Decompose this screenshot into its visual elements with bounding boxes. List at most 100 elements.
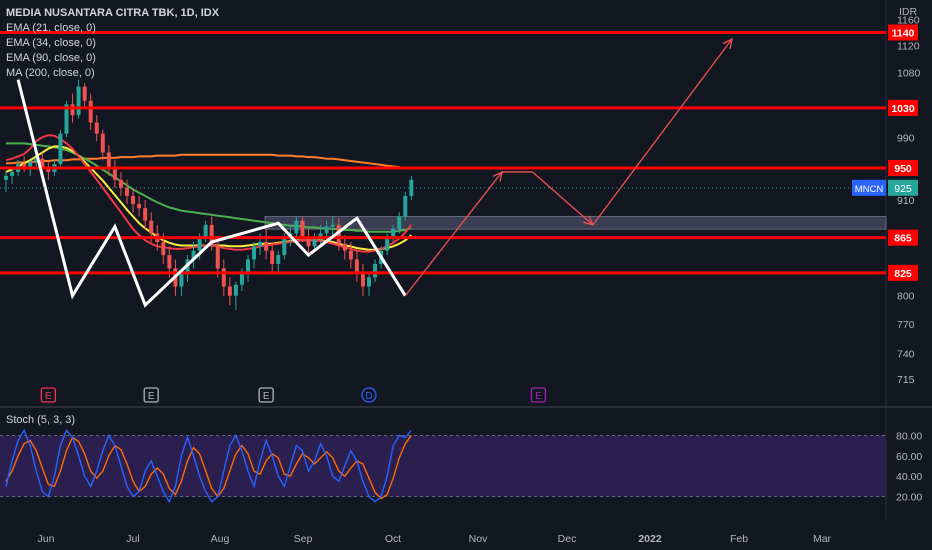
candle-body xyxy=(209,224,214,247)
candle-body xyxy=(58,133,63,165)
candle-body xyxy=(4,175,8,180)
level-tag-label: 865 xyxy=(894,233,912,245)
level-tag-bg xyxy=(888,229,918,246)
candle-body xyxy=(403,195,408,217)
symbol-tag-bg xyxy=(852,179,886,196)
earnings-marker-shape xyxy=(143,387,159,403)
legend-ema90: EMA (90, close, 0) xyxy=(6,52,96,64)
candle-body xyxy=(70,104,75,116)
pattern-zigzag xyxy=(16,79,407,308)
event-marker-label: E xyxy=(148,391,155,402)
price-tick-label: 770 xyxy=(897,319,915,331)
candle-body xyxy=(397,216,402,230)
ma200-line xyxy=(6,153,412,170)
candle-body xyxy=(143,208,148,221)
candle-body xyxy=(239,272,244,285)
candle-body xyxy=(385,237,390,251)
candle-body xyxy=(100,133,105,153)
projection-arrowhead xyxy=(722,37,733,49)
time-tick-label: Sep xyxy=(294,533,313,545)
level-tag-bg xyxy=(888,264,918,281)
level-tag-bg xyxy=(888,24,918,41)
candle-body xyxy=(246,259,250,273)
dividend-marker-shape xyxy=(361,387,377,403)
earnings-marker-shape xyxy=(530,387,547,403)
candle-body xyxy=(342,243,347,251)
candle-body xyxy=(28,161,33,169)
time-tick-label: Feb xyxy=(730,533,748,545)
candle-body xyxy=(94,122,99,134)
stoch-tick-label: 20.00 xyxy=(896,492,922,504)
currency-label: IDR xyxy=(899,6,918,18)
level-tag-label: 1140 xyxy=(892,27,915,39)
candle-body xyxy=(354,259,359,273)
level-tag-label: 1030 xyxy=(891,103,915,115)
candle-body xyxy=(300,220,305,238)
candle-body xyxy=(125,187,129,196)
candle-body xyxy=(318,233,323,238)
event-marker-e[interactable]: E xyxy=(530,387,547,403)
legend-ema21: EMA (21, close, 0) xyxy=(6,22,96,34)
stoch-d-line xyxy=(5,434,412,500)
candle-body xyxy=(203,224,208,238)
event-marker-d[interactable]: D xyxy=(361,387,377,403)
candle-body xyxy=(373,263,378,278)
stoch-tick-label: 80.00 xyxy=(896,430,922,442)
candle-body xyxy=(294,220,299,234)
candle-body xyxy=(131,195,136,205)
time-tick-label: Jul xyxy=(126,533,139,545)
candle-body xyxy=(197,237,202,251)
price-tick-label: 990 xyxy=(897,132,915,144)
event-marker-e[interactable]: E xyxy=(258,387,274,403)
candle-body xyxy=(306,237,311,247)
legend-title: MEDIA NUSANTARA CITRA TBK, 1D, IDX xyxy=(6,7,220,19)
time-tick-label: Aug xyxy=(211,533,230,545)
projection-segment xyxy=(404,171,503,297)
event-marker-label: E xyxy=(263,391,270,402)
event-marker-e[interactable]: E xyxy=(143,387,159,403)
level-tag-label: 825 xyxy=(894,268,912,280)
candle-body xyxy=(179,272,184,287)
price-tick-label: 1080 xyxy=(897,68,921,80)
candle-body xyxy=(270,250,275,264)
candle-body xyxy=(118,179,123,188)
time-tick-label: Dec xyxy=(558,533,577,545)
candle-body xyxy=(149,220,154,234)
price-tick-label: 1120 xyxy=(897,41,920,53)
candle-body xyxy=(64,104,69,134)
price-tag-label: 925 xyxy=(894,183,912,195)
stoch-tick-label: 40.00 xyxy=(896,471,922,483)
candle-body xyxy=(215,246,220,269)
candle-body xyxy=(264,241,269,251)
candle-body xyxy=(233,284,238,296)
chart-legend: MEDIA NUSANTARA CITRA TBK, 1D, IDX EMA (… xyxy=(6,6,219,81)
candle-body xyxy=(348,250,353,260)
candle-body xyxy=(191,250,196,260)
event-marker-e[interactable]: E xyxy=(40,387,56,403)
price-tick-label: 1160 xyxy=(897,15,920,27)
candle-body xyxy=(161,241,166,256)
symbol-tag-label: MNCN xyxy=(855,184,884,195)
level-tag-label: 950 xyxy=(894,163,912,175)
price-tick-label: 800 xyxy=(897,291,915,303)
earnings-marker-shape xyxy=(258,387,274,403)
candle-body xyxy=(367,277,371,287)
time-tick-label: Jun xyxy=(38,533,55,545)
candle-body xyxy=(276,255,281,264)
event-marker-label: D xyxy=(365,391,372,402)
candle-body xyxy=(324,226,329,234)
price-tick-label: 715 xyxy=(897,374,915,386)
stoch-tick-label: 60.00 xyxy=(896,451,922,463)
candle-body xyxy=(167,255,172,269)
candle-body xyxy=(282,237,287,256)
candle-body xyxy=(312,237,317,247)
level-tag-bg xyxy=(888,160,918,177)
stoch-k-line xyxy=(5,428,412,504)
projection-segment xyxy=(592,38,733,226)
candle-body xyxy=(46,168,51,172)
candle-body xyxy=(112,168,117,180)
price-tag-bg xyxy=(888,179,918,196)
level-tag-bg xyxy=(888,99,918,116)
candle-body xyxy=(10,171,15,176)
